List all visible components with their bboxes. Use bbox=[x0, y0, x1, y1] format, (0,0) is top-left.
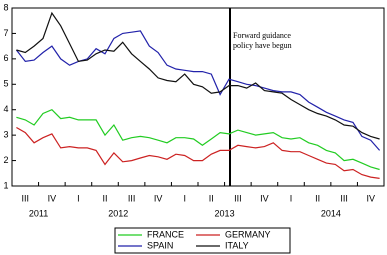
series-line bbox=[16, 108, 380, 171]
x-tick-label: III bbox=[128, 193, 136, 203]
x-tick-label: III bbox=[340, 193, 348, 203]
series-line bbox=[15, 30, 381, 151]
series-line bbox=[16, 11, 380, 140]
series-line bbox=[16, 126, 380, 179]
legend-label: GERMANY bbox=[225, 229, 271, 239]
y-tick-label: 1 bbox=[3, 180, 8, 190]
x-tick-label: IV bbox=[260, 193, 269, 203]
y-tick-label: 7 bbox=[3, 28, 8, 38]
x-tick-label: II bbox=[102, 193, 107, 203]
year-label: 2011 bbox=[29, 208, 48, 218]
y-tick-label: 2 bbox=[3, 155, 8, 165]
x-tick-label: I bbox=[290, 193, 293, 203]
x-tick-label: IV bbox=[366, 193, 375, 203]
annotation: Forward guidance bbox=[233, 31, 291, 40]
year-label: 2014 bbox=[321, 208, 341, 218]
x-tick-label: I bbox=[77, 193, 80, 203]
y-tick-label: 6 bbox=[3, 53, 8, 63]
x-tick-label: IV bbox=[48, 193, 57, 203]
legend-label: FRANCE bbox=[147, 229, 184, 239]
y-tick-label: 8 bbox=[3, 2, 8, 12]
legend-label: ITALY bbox=[225, 240, 249, 250]
year-label: 2013 bbox=[215, 208, 235, 218]
annotation: policy have begun bbox=[233, 41, 292, 50]
legend-label: SPAIN bbox=[147, 240, 173, 250]
y-tick-label: 3 bbox=[3, 130, 8, 140]
y-tick-label: 5 bbox=[3, 79, 8, 89]
x-tick-label: II bbox=[209, 193, 214, 203]
plot-frame bbox=[11, 7, 385, 187]
x-tick-label: I bbox=[183, 193, 186, 203]
x-tick-label: II bbox=[315, 193, 320, 203]
x-tick-label: III bbox=[22, 193, 30, 203]
legend-box bbox=[114, 227, 291, 254]
x-tick-label: IV bbox=[154, 193, 163, 203]
year-label: 2012 bbox=[108, 208, 128, 218]
y-tick-label: 4 bbox=[3, 104, 8, 114]
x-tick-label: III bbox=[234, 193, 242, 203]
